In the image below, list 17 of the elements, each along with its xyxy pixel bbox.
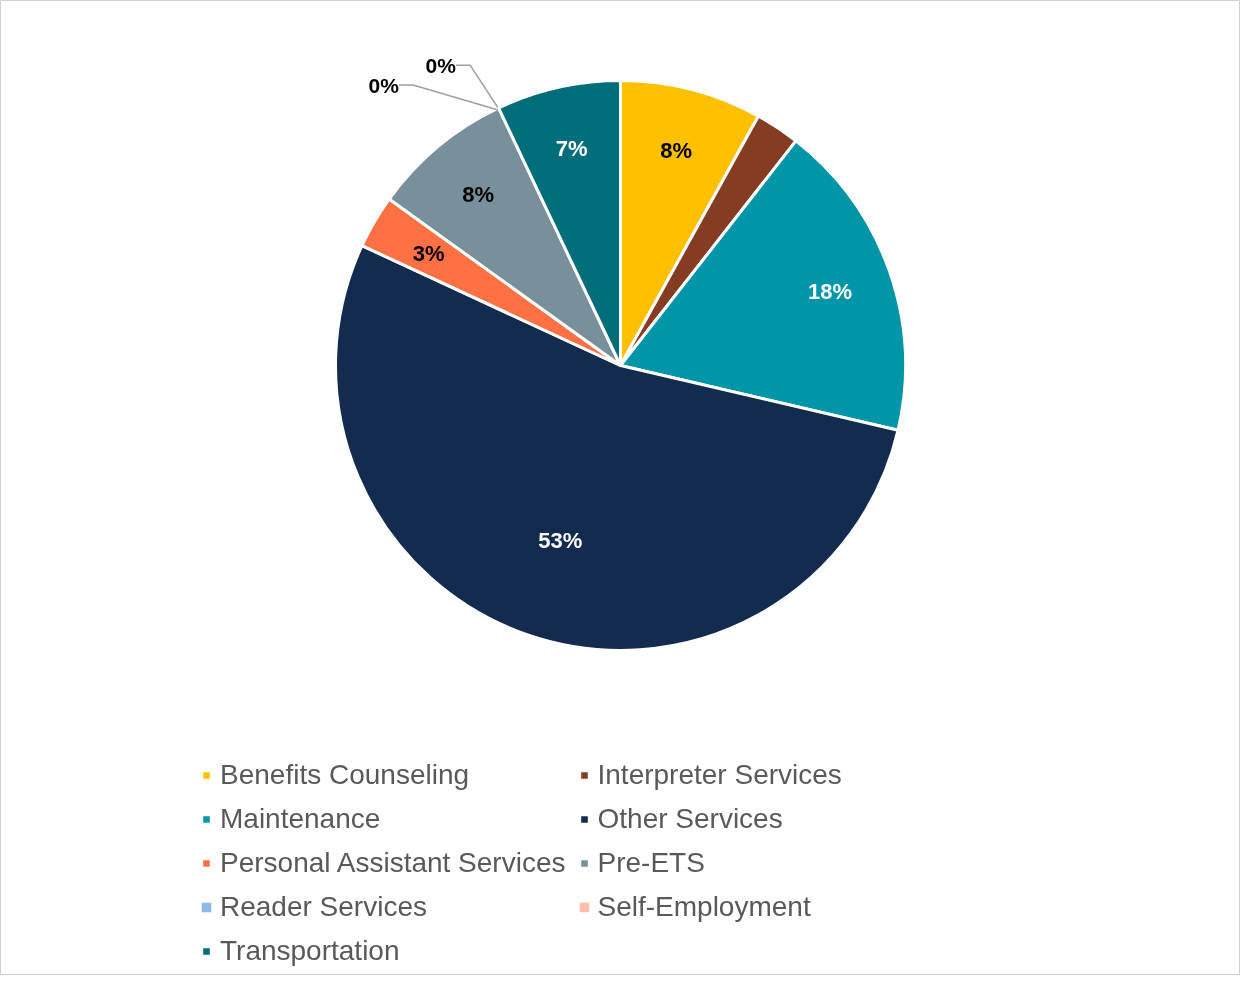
data-label: 7% xyxy=(555,136,588,162)
data-label: 18% xyxy=(808,278,853,304)
legend-label: Pre-ETS xyxy=(597,847,705,879)
legend-label: Reader Services xyxy=(220,891,427,923)
legend-label: Interpreter Services xyxy=(597,759,842,791)
legend-label: Personal Assistant Services xyxy=(220,847,566,879)
legend-label: Self-Employment xyxy=(597,891,811,923)
data-label: 3% xyxy=(412,240,445,266)
legend-label: Transportation xyxy=(220,935,400,967)
data-label: 8% xyxy=(660,137,692,163)
legend-label: Maintenance xyxy=(220,803,381,835)
data-label: 8% xyxy=(462,182,495,208)
text: 0% xyxy=(425,53,456,77)
legend-label: Other Services xyxy=(597,803,783,835)
text: 0% xyxy=(368,73,399,97)
data-label: 53% xyxy=(538,528,583,554)
legend-label: Benefits Counseling xyxy=(220,759,470,791)
